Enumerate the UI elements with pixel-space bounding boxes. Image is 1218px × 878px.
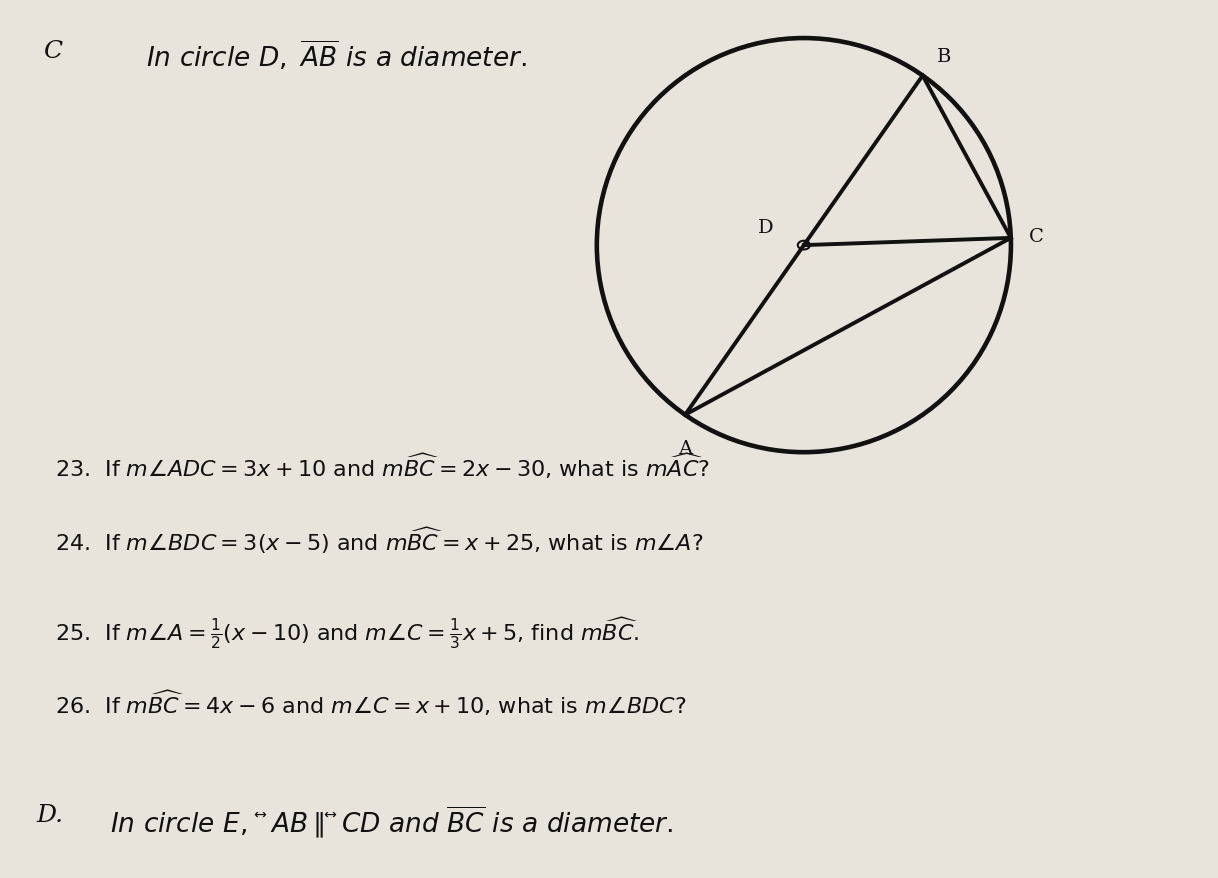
Text: A: A [678, 440, 692, 457]
Text: D: D [758, 220, 773, 237]
Text: $\it{In\ circle\ E,\ }\overleftrightarrow{AB} \parallel \overleftrightarrow{CD}\: $\it{In\ circle\ E,\ }\overleftrightarro… [110, 803, 674, 839]
Text: 26.  If $m\widehat{BC} = 4x - 6$ and $m\angle C = x + 10$, what is $m\angle BDC$: 26. If $m\widehat{BC} = 4x - 6$ and $m\a… [55, 687, 686, 717]
Text: C: C [1029, 228, 1044, 246]
Text: B: B [938, 48, 951, 66]
Text: 23.  If $m\angle ADC = 3x + 10$ and $m\widehat{BC} = 2x - 30$, what is $m\wideha: 23. If $m\angle ADC = 3x + 10$ and $m\wi… [55, 450, 710, 480]
Text: $\it{In\ circle\ D,\ }\overline{AB}\it{\ is\ a\ diameter.}$: $\it{In\ circle\ D,\ }\overline{AB}\it{\… [146, 40, 527, 73]
Text: C: C [43, 40, 62, 62]
Text: 24.  If $m\angle BDC = 3(x - 5)$ and $m\widehat{BC} = x + 25$, what is $m\angle : 24. If $m\angle BDC = 3(x - 5)$ and $m\w… [55, 525, 703, 555]
Text: 25.  If $m\angle A = \frac{1}{2}(x - 10)$ and $m\angle C = \frac{1}{3}x + 5$, fi: 25. If $m\angle A = \frac{1}{2}(x - 10)$… [55, 615, 639, 650]
Text: D.: D. [37, 803, 63, 826]
